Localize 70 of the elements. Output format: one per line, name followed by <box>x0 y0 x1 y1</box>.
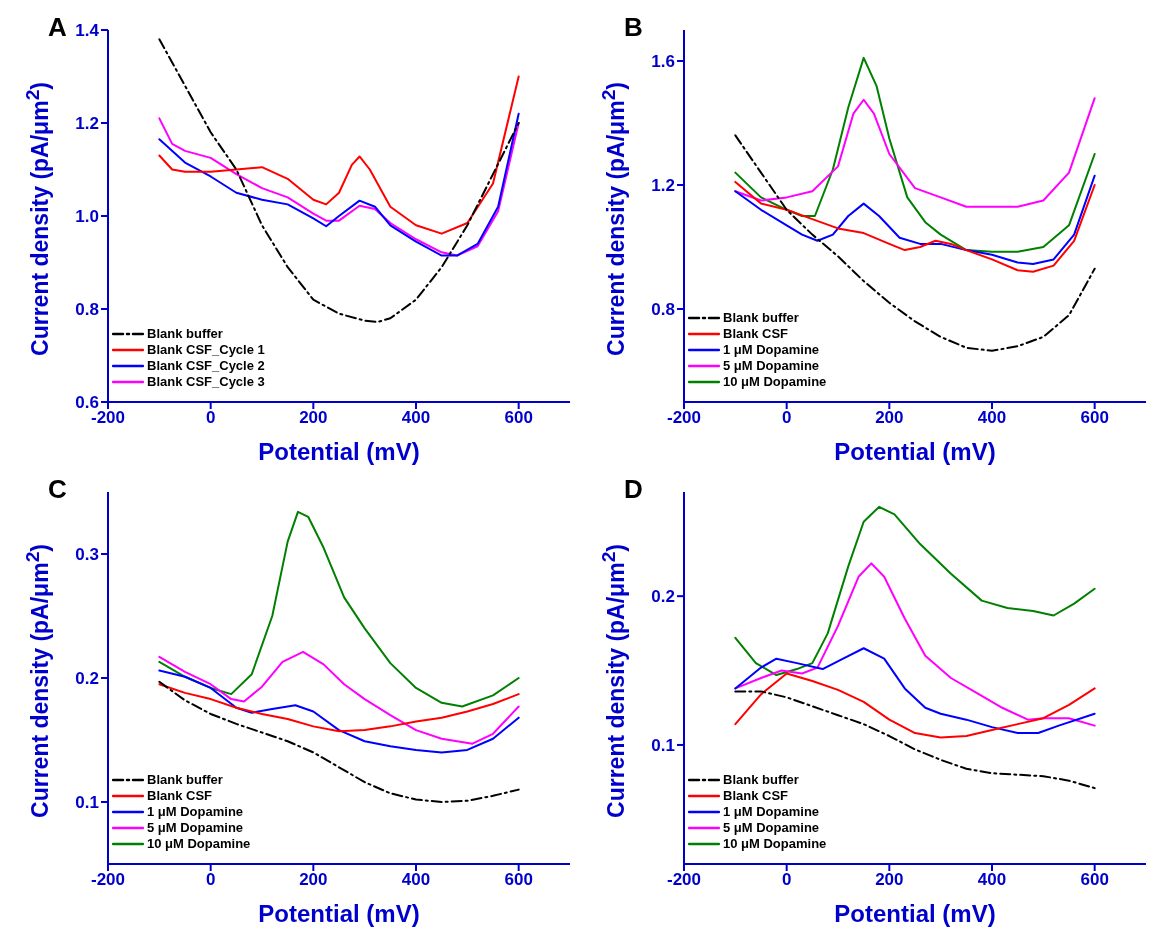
x-tick-label: 200 <box>875 870 904 890</box>
x-tick-label: 600 <box>504 870 533 890</box>
line-series <box>734 56 1096 253</box>
line-series <box>158 650 520 745</box>
x-tick-label: 600 <box>1080 408 1109 428</box>
y-tick-label: 0.1 <box>75 793 99 813</box>
y-tick-label: 1.0 <box>75 207 99 227</box>
y-tick-label: 1.6 <box>651 52 675 72</box>
y-tick-label: 1.2 <box>651 176 675 196</box>
line-series <box>158 669 520 754</box>
legend-label: Blank buffer <box>147 772 223 788</box>
legend-label: Blank CSF_Cycle 3 <box>147 374 265 390</box>
x-tick-label: 0 <box>781 870 792 890</box>
legend-label: Blank CSF <box>147 788 213 804</box>
x-axis-title: Potential (mV) <box>258 438 420 465</box>
legend-label: Blank buffer <box>723 310 799 326</box>
line-series <box>158 38 520 324</box>
x-tick-label: 400 <box>977 408 1007 428</box>
x-tick-label: 200 <box>299 870 328 890</box>
chart-title: C <box>48 474 67 505</box>
legend-label: Blank buffer <box>723 772 799 788</box>
legend-label: 5 μM Dopamine <box>723 358 820 374</box>
y-tick-label: 1.2 <box>75 114 99 134</box>
x-axis-title: Potential (mV) <box>834 900 996 927</box>
chart-title: D <box>624 474 643 505</box>
legend-label: Blank CSF_Cycle 2 <box>147 358 265 374</box>
y-tick-label: 0.2 <box>651 587 675 607</box>
y-tick-label: 0.1 <box>651 735 675 755</box>
legend-label: 5 μM Dopamine <box>147 820 244 836</box>
y-tick-label: 0.8 <box>651 300 675 320</box>
y-tick-label: 0.3 <box>75 545 99 565</box>
legend-label: 10 μM Dopamine <box>723 836 827 852</box>
x-tick-label: -200 <box>666 870 702 890</box>
x-tick-label: 400 <box>977 870 1007 890</box>
legend-label: Blank buffer <box>147 326 223 342</box>
x-tick-label: 200 <box>875 408 904 428</box>
x-tick-label: 600 <box>504 408 533 428</box>
x-tick-label: -200 <box>666 408 702 428</box>
x-tick-label: 0 <box>205 870 216 890</box>
x-tick-label: 0 <box>781 408 792 428</box>
legend-label: 10 μM Dopamine <box>723 374 827 390</box>
line-series <box>158 75 520 235</box>
x-tick-label: 600 <box>1080 870 1109 890</box>
legend-label: Blank CSF_Cycle 1 <box>147 342 265 358</box>
x-tick-label: 0 <box>205 408 216 428</box>
legend-label: 10 μM Dopamine <box>147 836 251 852</box>
legend-label: 5 μM Dopamine <box>723 820 820 836</box>
x-axis-title: Potential (mV) <box>258 900 420 927</box>
legend-label: Blank CSF <box>723 326 789 342</box>
line-series <box>734 672 1096 739</box>
x-tick-label: -200 <box>90 870 126 890</box>
y-tick-label: 0.8 <box>75 300 99 320</box>
x-tick-label: 400 <box>401 408 431 428</box>
legend-label: 1 μM Dopamine <box>147 804 244 820</box>
legend-label: Blank CSF <box>723 788 789 804</box>
line-series <box>158 510 520 708</box>
y-tick-label: 0.2 <box>75 669 99 689</box>
x-tick-label: 200 <box>299 408 328 428</box>
x-axis-title: Potential (mV) <box>834 438 996 465</box>
line-series <box>734 505 1096 677</box>
y-tick-label: 1.4 <box>75 21 100 41</box>
chart-title: A <box>48 12 67 43</box>
legend-label: 1 μM Dopamine <box>723 342 820 358</box>
line-series <box>734 562 1096 727</box>
legend-label: 1 μM Dopamine <box>723 804 820 820</box>
line-series <box>158 683 520 733</box>
line-series <box>734 647 1096 735</box>
x-tick-label: 400 <box>401 870 431 890</box>
line-series <box>734 97 1096 208</box>
chart-title: B <box>624 12 643 43</box>
